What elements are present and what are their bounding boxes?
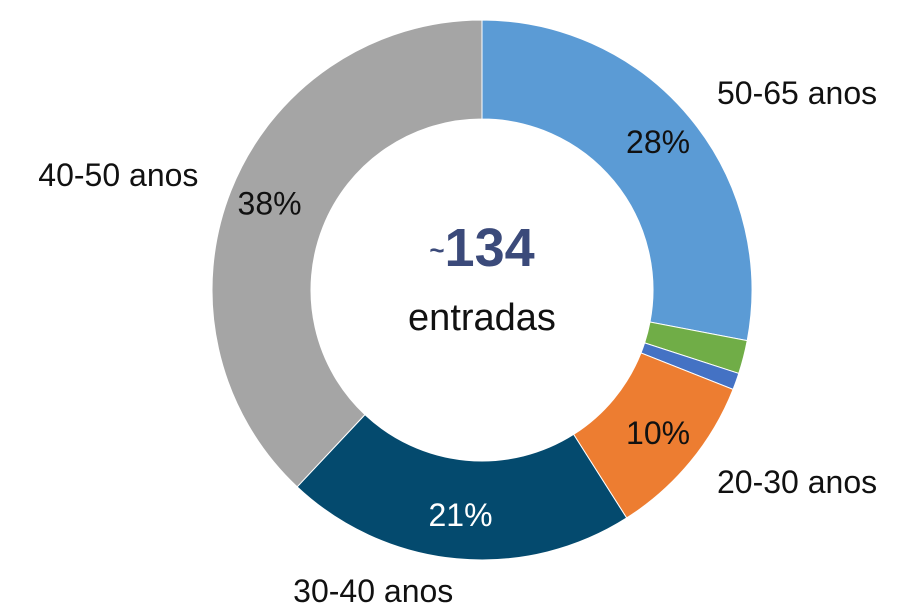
category-label: 50-65 anos — [717, 75, 877, 111]
center-number: 134 — [445, 218, 535, 278]
center-text: entradas — [408, 297, 556, 339]
value-label: 28% — [626, 124, 690, 160]
category-label: 20-30 anos — [717, 464, 877, 500]
donut-slice — [481, 19, 753, 342]
value-label: 38% — [238, 185, 302, 221]
donut-slice — [296, 413, 628, 561]
center-value: ~134 — [429, 218, 534, 278]
value-label: 21% — [428, 497, 492, 533]
donut-slice — [211, 19, 483, 488]
category-label: 30-40 anos — [293, 573, 453, 606]
value-label: 10% — [626, 415, 690, 451]
center-prefix: ~ — [429, 235, 444, 265]
category-label: 40-50 anos — [38, 157, 198, 193]
